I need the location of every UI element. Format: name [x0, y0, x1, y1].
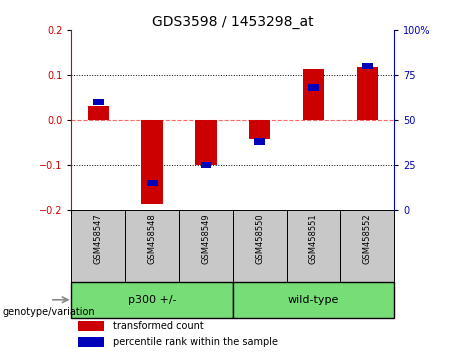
- Bar: [254, 138, 265, 145]
- Bar: [195, 120, 217, 165]
- Bar: [356, 67, 378, 120]
- Bar: [142, 120, 163, 205]
- Text: percentile rank within the sample: percentile rank within the sample: [113, 337, 278, 347]
- Bar: [362, 63, 372, 69]
- Bar: [71, 210, 125, 282]
- Bar: [233, 282, 394, 318]
- Bar: [125, 210, 179, 282]
- Bar: [71, 282, 233, 318]
- Text: GSM458548: GSM458548: [148, 213, 157, 264]
- Title: GDS3598 / 1453298_at: GDS3598 / 1453298_at: [152, 15, 313, 29]
- Bar: [147, 179, 158, 186]
- Bar: [308, 84, 319, 91]
- Text: GSM458551: GSM458551: [309, 213, 318, 264]
- Bar: [93, 99, 104, 105]
- Text: wild-type: wild-type: [288, 295, 339, 305]
- Bar: [303, 69, 324, 120]
- Bar: [233, 210, 287, 282]
- Text: GSM458550: GSM458550: [255, 213, 264, 264]
- Bar: [287, 210, 340, 282]
- Bar: [201, 161, 211, 168]
- Text: p300 +/-: p300 +/-: [128, 295, 177, 305]
- Bar: [249, 120, 271, 139]
- Bar: [88, 105, 109, 120]
- Bar: [340, 210, 394, 282]
- Text: GSM458549: GSM458549: [201, 213, 210, 264]
- Text: genotype/variation: genotype/variation: [2, 307, 95, 317]
- Bar: [179, 210, 233, 282]
- Bar: [78, 321, 104, 331]
- Text: GSM458547: GSM458547: [94, 213, 103, 264]
- Text: transformed count: transformed count: [113, 321, 204, 331]
- Bar: [78, 337, 104, 347]
- Text: GSM458552: GSM458552: [363, 213, 372, 264]
